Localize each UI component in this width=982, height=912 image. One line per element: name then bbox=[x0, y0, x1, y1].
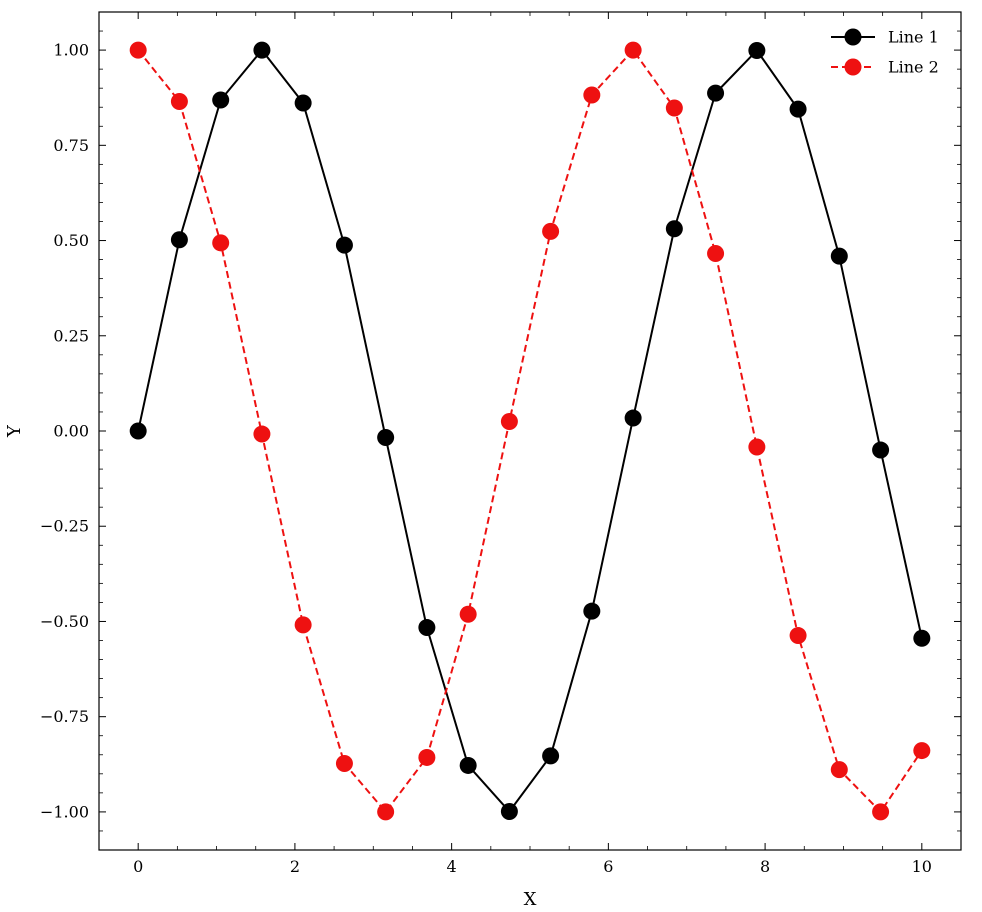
labels-layer: 0 2 4 6 8 10 −1.00 −0.75 −0.50 −0.25 0.00 0.25 0.50 0… bbox=[40, 41, 932, 876]
data-point bbox=[872, 441, 890, 459]
data-point bbox=[665, 220, 683, 238]
y-tick-label: −0.25 bbox=[40, 517, 89, 536]
ticks-layer bbox=[98, 11, 962, 851]
series-line bbox=[137, 49, 923, 813]
data-point bbox=[170, 231, 188, 249]
data-point bbox=[872, 803, 890, 821]
data-point bbox=[170, 93, 188, 111]
data-point bbox=[748, 438, 766, 456]
data-point bbox=[129, 41, 147, 59]
legend-label: Line 1 bbox=[888, 28, 939, 47]
data-point bbox=[253, 425, 271, 443]
data-point bbox=[212, 234, 230, 252]
legend-marker bbox=[844, 58, 862, 76]
data-point bbox=[500, 412, 518, 430]
legend-label: Line 2 bbox=[888, 58, 939, 77]
data-point bbox=[212, 91, 230, 109]
data-point bbox=[707, 84, 725, 102]
series-1 bbox=[129, 41, 931, 821]
y-tick-label: 0.75 bbox=[53, 136, 89, 155]
legend-marker bbox=[844, 28, 862, 46]
data-point bbox=[459, 756, 477, 774]
data-point bbox=[294, 94, 312, 112]
x-tick-label: 0 bbox=[133, 857, 143, 876]
y-tick-label: 0.25 bbox=[53, 326, 89, 345]
x-tick-label: 4 bbox=[447, 857, 457, 876]
x-axis-title: X bbox=[524, 889, 537, 910]
data-point bbox=[542, 747, 560, 765]
legend-entry: Line 1 bbox=[831, 28, 939, 47]
x-tick-label: 8 bbox=[760, 857, 770, 876]
series-line bbox=[137, 49, 923, 813]
data-point bbox=[913, 629, 931, 647]
data-point bbox=[377, 428, 395, 446]
data-point bbox=[583, 86, 601, 104]
y-axis-title: Y bbox=[4, 424, 25, 438]
data-point bbox=[500, 803, 518, 821]
data-point bbox=[624, 41, 642, 59]
data-point bbox=[913, 742, 931, 760]
data-point bbox=[789, 627, 807, 645]
y-tick-label: −0.50 bbox=[40, 612, 89, 631]
data-point bbox=[253, 41, 271, 59]
plot-frame bbox=[98, 11, 962, 851]
x-tick-label: 10 bbox=[912, 857, 932, 876]
data-point bbox=[418, 748, 436, 766]
x-tick-label: 2 bbox=[290, 857, 300, 876]
data-point bbox=[707, 244, 725, 262]
data-point bbox=[665, 99, 683, 117]
series-2 bbox=[129, 41, 931, 821]
data-point bbox=[459, 605, 477, 623]
y-tick-label: 0.00 bbox=[53, 422, 89, 441]
data-point bbox=[129, 422, 147, 440]
data-point bbox=[624, 409, 642, 427]
data-point bbox=[830, 247, 848, 265]
data-point bbox=[294, 616, 312, 634]
data-point bbox=[418, 619, 436, 637]
series-layer bbox=[129, 41, 931, 821]
data-point bbox=[830, 761, 848, 779]
y-tick-label: −0.75 bbox=[40, 707, 89, 726]
data-point bbox=[335, 755, 353, 773]
y-tick-label: 0.50 bbox=[53, 231, 89, 250]
legend-entry: Line 2 bbox=[831, 58, 939, 77]
y-tick-label: 1.00 bbox=[53, 41, 89, 60]
x-tick-label: 6 bbox=[603, 857, 613, 876]
data-point bbox=[335, 236, 353, 254]
data-point bbox=[789, 100, 807, 118]
data-point bbox=[377, 803, 395, 821]
legend: Line 1 Line 2 bbox=[831, 28, 939, 77]
y-tick-label: −1.00 bbox=[40, 802, 89, 821]
data-point bbox=[748, 41, 766, 59]
data-point bbox=[542, 222, 560, 240]
data-point bbox=[583, 602, 601, 620]
